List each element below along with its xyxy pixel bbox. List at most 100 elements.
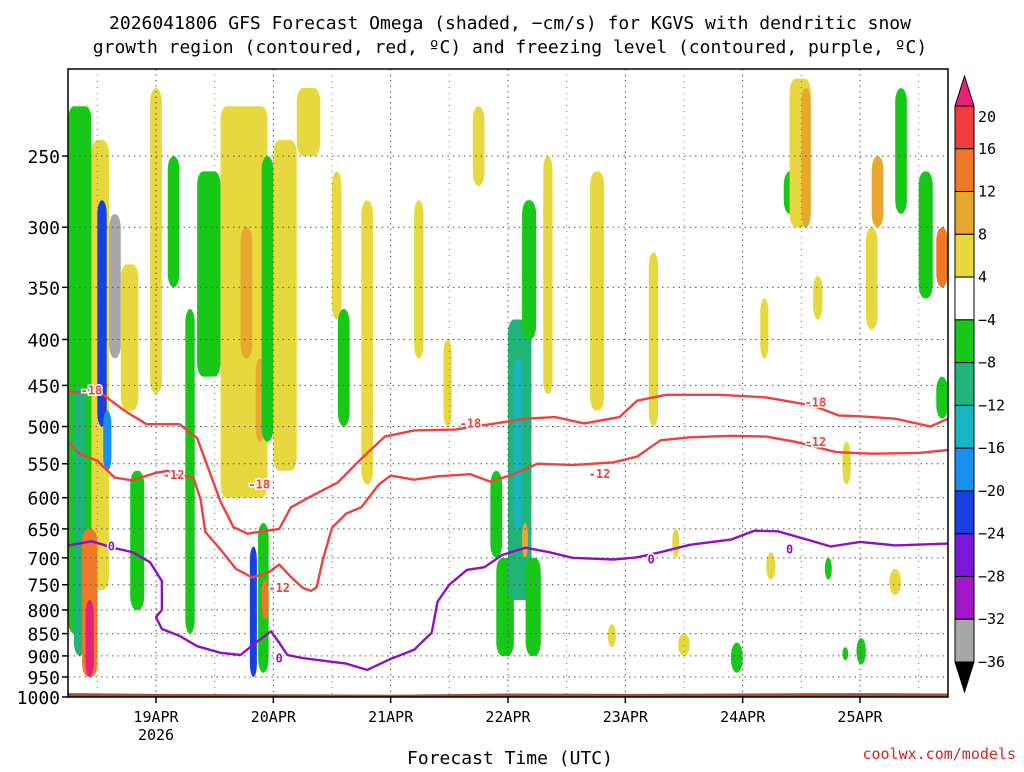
contour-line (67, 434, 949, 593)
colorbar-bin (954, 233, 975, 278)
colorbar-bin (954, 319, 975, 364)
colorbar-bin (954, 404, 975, 449)
x-tick-label: 24APR (720, 708, 766, 726)
colorbar-bin (954, 191, 975, 235)
omega-shade (443, 339, 452, 427)
colorbar-label: 20 (978, 108, 996, 126)
omega-shade (730, 642, 743, 673)
y-tick-label: 400 (27, 330, 60, 351)
omega-shade (842, 647, 849, 661)
y-tick-label: 900 (27, 647, 60, 668)
plot-area: -18 -18 -18 -18 -12 -12 -12 -12 0 0 0 0 250 300 350 400… (17, 68, 949, 744)
colorbar-bin (954, 533, 975, 577)
contour-line (67, 390, 949, 535)
colorbar-label: −32 (978, 610, 1005, 628)
omega-shade (607, 624, 616, 648)
omega-shade (889, 568, 902, 596)
omega-shade (895, 88, 907, 214)
omega-shade (766, 552, 776, 580)
y-tick-label: 600 (27, 489, 60, 510)
omega-shade (856, 638, 866, 665)
colorbar-label: −16 (978, 439, 1005, 457)
contour-line (67, 529, 949, 672)
omega-shade (472, 106, 485, 187)
omega-shade (842, 441, 851, 485)
omega-shade (590, 171, 605, 411)
y-tick-label: 650 (27, 520, 60, 541)
omega-shade (109, 213, 121, 359)
omega-shade (936, 227, 948, 288)
contour-label: 0 (276, 651, 283, 665)
omega-shade (130, 470, 145, 610)
omega-shade (120, 264, 139, 411)
omega-shade (513, 358, 523, 529)
colorbar-label: 4 (978, 268, 987, 286)
colorbar-bottom-triangle (954, 661, 975, 694)
omega-shade (648, 252, 659, 427)
y-tick-label: 300 (27, 218, 60, 239)
colorbar-label: 12 (978, 183, 996, 201)
omega-shade (522, 200, 537, 340)
omega-shade (865, 227, 878, 330)
omega-shade (261, 156, 274, 442)
colorbar-label: −4 (978, 311, 996, 329)
colorbar-bin (954, 148, 975, 193)
y-tick-label: 750 (27, 576, 60, 597)
omega-shade (525, 557, 541, 656)
contour-label: 0 (648, 552, 655, 566)
contour-label: 0 (786, 542, 793, 556)
y-tick-label: 350 (27, 278, 60, 299)
chart-title-line-2: growth region (contoured, red, ºC) and f… (93, 37, 927, 58)
omega-shade (97, 200, 107, 427)
colorbar-label: 8 (978, 225, 987, 243)
omega-shade (918, 171, 933, 299)
omega-shade (167, 156, 180, 288)
x-tick-label: 20APR (251, 708, 297, 726)
omega-shade (813, 276, 823, 320)
colorbar-label: −28 (978, 568, 1005, 586)
x-axis-label: Forecast Time (UTC) (407, 748, 613, 768)
omega-shade (678, 633, 690, 656)
ground-surface (68, 693, 948, 697)
omega-shade (871, 156, 884, 228)
contour-label: -12 (589, 467, 611, 481)
contour-label: -18 (81, 384, 103, 398)
chart-title-line-1: 2026041806 GFS Forecast Omega (shaded, −… (109, 13, 911, 34)
contour-label: -12 (163, 468, 185, 482)
omega-shade (337, 309, 350, 427)
omega-shade (824, 557, 832, 580)
colorbar-bin (954, 362, 975, 406)
omega-shade (672, 528, 680, 558)
contour-label: -12 (805, 435, 827, 449)
colorbar-bin (954, 575, 975, 620)
y-tick-label: 950 (27, 668, 60, 689)
colorbar-bin (954, 105, 975, 150)
colorbar-bin (954, 490, 975, 535)
colorbar-bin (954, 618, 975, 663)
colorbar-top-triangle (954, 74, 975, 107)
omega-shade (240, 227, 253, 359)
y-tick-label: 700 (27, 549, 60, 570)
x-tick-sublabel: 2026 (138, 726, 174, 744)
omega-shade (249, 546, 257, 677)
colorbar-label: −20 (978, 482, 1005, 500)
colorbar-label: 16 (978, 140, 996, 158)
x-tick-label: 22APR (485, 708, 531, 726)
colorbar-label: −8 (978, 354, 996, 372)
omega-shade (185, 309, 195, 634)
y-tick-label: 250 (27, 147, 60, 168)
omega-shade (801, 88, 811, 228)
colorbar-label: −36 (978, 653, 1005, 671)
colorbar-label: −12 (978, 396, 1005, 414)
y-tick-label: 550 (27, 455, 60, 476)
colorbar: 20 16 12 8 4 −4 −8 −12 −16 −20 −24 −28 −32 −36 (954, 74, 1005, 694)
contour-label: -18 (248, 477, 270, 491)
colorbar-label: −24 (978, 525, 1005, 543)
omega-shade (273, 140, 297, 471)
contour-label: -18 (805, 395, 827, 409)
omega-shade (490, 470, 503, 558)
x-tick-label: 23APR (603, 708, 649, 726)
contour-label: 0 (108, 540, 115, 554)
